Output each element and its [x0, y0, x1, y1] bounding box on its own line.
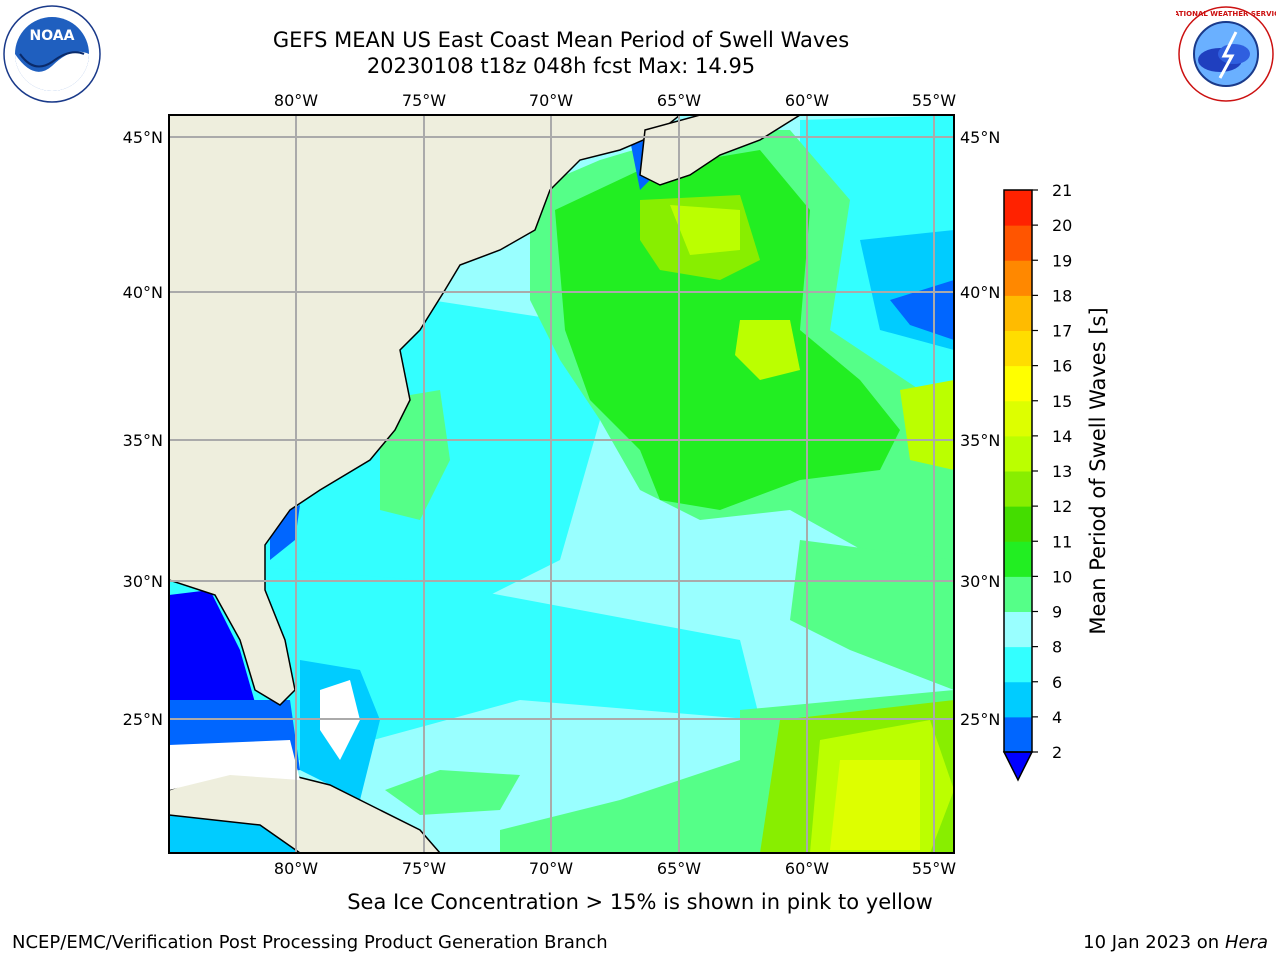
lon-label-top-60w: 60°W: [785, 91, 829, 110]
lon-label-top-65w: 65°W: [657, 91, 701, 110]
noaa-logo-text: NOAA: [30, 28, 75, 44]
lon-label-top-70w: 70°W: [529, 91, 573, 110]
lat-label-left-30n: 30°N: [123, 572, 163, 591]
lat-label-left-35n: 35°N: [123, 431, 163, 450]
colorbar-segment: [1004, 681, 1032, 718]
colorbar-tick-label: 17: [1052, 322, 1072, 341]
no-data-florida-keys: [169, 740, 300, 790]
lat-label-right-40n: 40°N: [960, 283, 1000, 302]
colorbar-tick-label: 10: [1052, 567, 1072, 586]
footer-machine-name: Hera: [1224, 932, 1268, 953]
chart-title-line2: 20230108 t18z 048h fcst Max: 14.95: [366, 54, 756, 78]
colorbar-segment: [1004, 260, 1032, 296]
lat-label-left-25n: 25°N: [123, 710, 163, 729]
green-swell-zone-caribbean: [385, 770, 520, 815]
colorbar-segment: [1004, 190, 1032, 226]
colorbar-tick-label: 18: [1052, 286, 1072, 305]
lon-label-bottom-70w: 70°W: [529, 859, 573, 878]
noaa-logo: NOAA: [3, 5, 101, 103]
colorbar-tick-label: 8: [1052, 638, 1062, 657]
colorbar-segment: [1004, 435, 1032, 472]
lat-label-right-30n: 30°N: [960, 572, 1000, 591]
footer-date-text: 10 Jan 2023 on: [1083, 932, 1225, 953]
lime-core-central: [735, 320, 800, 380]
lon-label-bottom-80w: 80°W: [274, 859, 318, 878]
lon-label-bottom-55w: 55°W: [912, 859, 956, 878]
lat-label-right-25n: 25°N: [960, 710, 1000, 729]
lime-core-north: [670, 205, 740, 255]
colorbar-tick-label: 9: [1052, 603, 1062, 622]
colorbar-tick-label: 2: [1052, 743, 1062, 762]
colorbar-tick-label: 13: [1052, 462, 1072, 481]
lon-label-bottom-60w: 60°W: [785, 859, 829, 878]
yellow-zone-southeast: [830, 760, 920, 850]
colorbar-tick-label: 12: [1052, 497, 1072, 516]
colorbar-label: Mean Period of Swell Waves [s]: [1086, 307, 1110, 634]
colorbar-tick-label: 4: [1052, 708, 1062, 727]
footer-credit: NCEP/EMC/Verification Post Processing Pr…: [12, 932, 608, 953]
colorbar: 2 4 6 8 9 10 11 12 13 14 15 16 17 18 19 20 21: [1002, 181, 1072, 782]
sea-ice-note: Sea Ice Concentration > 15% is shown in …: [347, 890, 933, 914]
lon-label-top-75w: 75°W: [402, 91, 446, 110]
colorbar-segment: [1004, 646, 1032, 683]
colorbar-segment: [1004, 611, 1032, 648]
map-plot-area: [169, 115, 954, 853]
colorbar-segment: [1004, 541, 1032, 577]
lon-label-top-80w: 80°W: [274, 91, 318, 110]
colorbar-tick-label: 19: [1052, 251, 1072, 270]
lat-label-right-35n: 35°N: [960, 431, 1000, 450]
colorbar-tick-label: 6: [1052, 673, 1062, 692]
colorbar-tick-label: 21: [1052, 181, 1072, 200]
colorbar-segment: [1004, 471, 1032, 507]
colorbar-segment: [1004, 295, 1032, 331]
colorbar-segment: [1004, 330, 1032, 367]
colorbar-extend-arrow: [1002, 751, 1034, 782]
colorbar-segment: [1004, 576, 1032, 612]
nws-logo-text: NATIONAL WEATHER SERVICE: [1176, 10, 1276, 18]
lat-label-left-40n: 40°N: [123, 283, 163, 302]
lime-core-east: [900, 380, 954, 470]
map-gridlines: [169, 115, 954, 853]
lat-label-left-45n: 45°N: [123, 128, 163, 147]
colorbar-tick-label: 11: [1052, 532, 1072, 551]
lon-label-bottom-65w: 65°W: [657, 859, 701, 878]
nws-logo: NATIONAL WEATHER SERVICE: [1176, 6, 1276, 102]
colorbar-tick-label: 20: [1052, 216, 1072, 235]
lon-label-bottom-75w: 75°W: [402, 859, 446, 878]
chart-title-line1: GEFS MEAN US East Coast Mean Period of S…: [272, 28, 850, 52]
lon-label-top-55w: 55°W: [912, 91, 956, 110]
colorbar-segment: [1004, 506, 1032, 542]
colorbar-segment: [1004, 365, 1032, 402]
blue-zone-northeast: [890, 280, 954, 340]
footer-date: 10 Jan 2023 on Hera: [1083, 932, 1268, 953]
green-swell-zone-east: [790, 540, 954, 690]
colorbar-tick-label: 16: [1052, 357, 1072, 376]
colorbar-segment: [1004, 225, 1032, 261]
colorbar-segment: [1004, 716, 1032, 753]
lat-label-right-45n: 45°N: [960, 128, 1000, 147]
colorbar-tick-label: 15: [1052, 392, 1072, 411]
colorbar-segment: [1004, 400, 1032, 437]
colorbar-tick-label: 14: [1052, 427, 1072, 446]
map-frame: [168, 114, 955, 854]
